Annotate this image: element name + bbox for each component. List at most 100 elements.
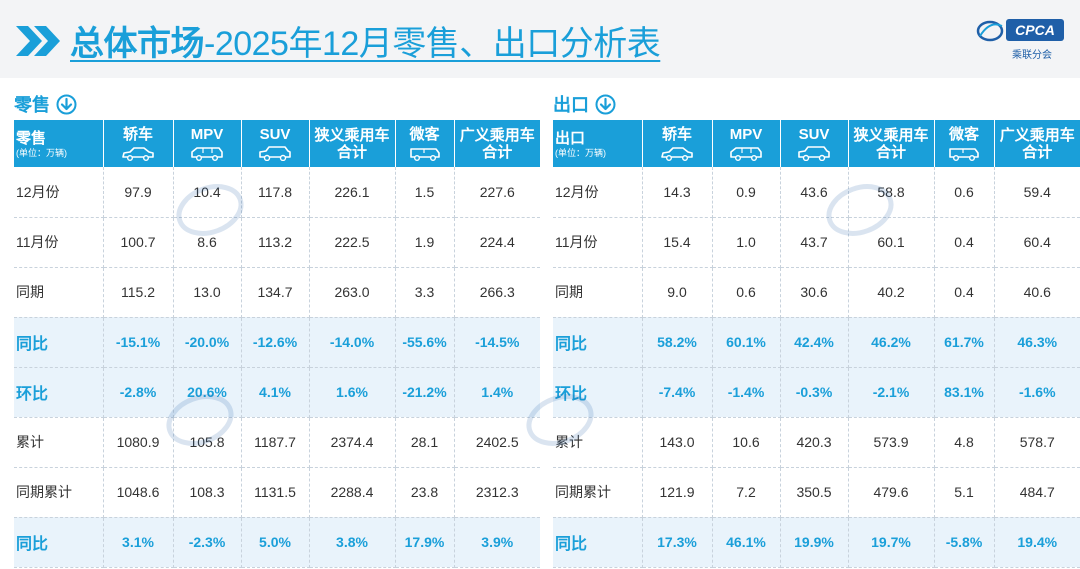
export-panel: 出口 出口 (单位：万辆) 轿车 MPV SUV 狭义乘用车 合计 微客 广义乘用车 合计 12月… xyxy=(553,88,1080,568)
table-cell: 61.7% xyxy=(934,317,995,368)
row-label: 11月份 xyxy=(553,217,643,268)
table-row: 同比 58.2% 60.1% 42.4% 46.2% 61.7% 46.3% xyxy=(553,317,1080,368)
table-cell: 1.9 xyxy=(395,217,455,268)
column-header-text: 合计 xyxy=(336,143,367,161)
row-label: 同期累计 xyxy=(553,467,643,518)
table-cell: 40.2 xyxy=(848,267,935,318)
table-cell: 42.4% xyxy=(780,317,849,368)
table-cell: 15.4 xyxy=(642,217,713,268)
table-cell: 4.8 xyxy=(934,417,995,468)
mpv-icon xyxy=(191,147,223,161)
column-header-text: 微客 xyxy=(948,126,979,143)
column-header-text: 微客 xyxy=(409,126,440,143)
double-chevron-icon xyxy=(16,26,60,56)
table-cell: 5.1 xyxy=(934,467,995,518)
table-cell: 224.4 xyxy=(454,217,540,268)
retail-corner-header: 零售 (单位：万辆) xyxy=(14,120,104,167)
table-cell: 0.6 xyxy=(712,267,781,318)
table-cell: 58.2% xyxy=(642,317,713,368)
column-header: 狭义乘用车 合计 xyxy=(848,120,935,167)
table-cell: 10.4 xyxy=(173,167,242,218)
table-cell: -2.3% xyxy=(173,517,242,568)
minivan-icon xyxy=(409,148,440,161)
table-cell: -14.5% xyxy=(454,317,540,368)
table-cell: 113.2 xyxy=(241,217,310,268)
table-cell: 7.2 xyxy=(712,467,781,518)
suv-icon xyxy=(259,146,291,161)
row-label: 环比 xyxy=(14,367,104,418)
column-header-text: SUV xyxy=(259,126,291,143)
table-cell: 484.7 xyxy=(994,467,1080,518)
table-cell: 1187.7 xyxy=(241,417,310,468)
export-corner-header: 出口 (单位：万辆) xyxy=(553,120,643,167)
table-cell: 23.8 xyxy=(395,467,455,518)
table-cell: 263.0 xyxy=(309,267,396,318)
table-cell: 0.4 xyxy=(934,267,995,318)
retail-corner-title: 零售 xyxy=(16,129,47,147)
table-cell: 115.2 xyxy=(103,267,174,318)
table-cell: 10.6 xyxy=(712,417,781,468)
table-cell: 19.4% xyxy=(994,517,1080,568)
table-cell: 1.5 xyxy=(395,167,455,218)
table-cell: 40.6 xyxy=(994,267,1080,318)
table-cell: -5.8% xyxy=(934,517,995,568)
table-row: 同比 17.3% 46.1% 19.9% 19.7% -5.8% 19.4% xyxy=(553,517,1080,568)
logo-text: CPCA xyxy=(1015,22,1055,38)
table-cell: -2.8% xyxy=(103,367,174,418)
retail-section-label: 零售 xyxy=(14,88,540,120)
table-cell: 0.4 xyxy=(934,217,995,268)
row-label: 环比 xyxy=(553,367,643,418)
table-row: 11月份 15.4 1.0 43.7 60.1 0.4 60.4 xyxy=(553,217,1080,268)
retail-panel: 零售 零售 (单位：万辆) 轿车 MPV SUV 狭义乘用车 合计 微客 广义乘用车 合计 12月… xyxy=(14,88,540,568)
column-header-text: MPV xyxy=(190,126,224,143)
table-cell: 479.6 xyxy=(848,467,935,518)
column-header-text: SUV xyxy=(798,126,830,143)
table-row: 同期 9.0 0.6 30.6 40.2 0.4 40.6 xyxy=(553,267,1080,318)
table-cell: -1.4% xyxy=(712,367,781,418)
table-cell: -21.2% xyxy=(395,367,455,418)
table-cell: 108.3 xyxy=(173,467,242,518)
table-cell: 83.1% xyxy=(934,367,995,418)
row-label: 同期累计 xyxy=(14,467,104,518)
table-cell: 1.0 xyxy=(712,217,781,268)
table-cell: 117.8 xyxy=(241,167,310,218)
row-label: 同期 xyxy=(553,267,643,318)
column-header-text: 合计 xyxy=(875,143,906,161)
table-cell: 1.4% xyxy=(454,367,540,418)
table-cell: 46.1% xyxy=(712,517,781,568)
table-cell: 13.0 xyxy=(173,267,242,318)
mpv-icon xyxy=(730,147,762,161)
column-header: MPV xyxy=(712,120,781,167)
row-label: 累计 xyxy=(553,417,643,468)
table-cell: 97.9 xyxy=(103,167,174,218)
table-cell: 30.6 xyxy=(780,267,849,318)
table-row: 同期累计 1048.6 108.3 1131.5 2288.4 23.8 2312.3 xyxy=(14,467,540,518)
table-cell: 573.9 xyxy=(848,417,935,468)
sedan-icon xyxy=(122,147,154,161)
table-cell: 60.1 xyxy=(848,217,935,268)
row-label: 同比 xyxy=(14,317,104,368)
table-cell: 226.1 xyxy=(309,167,396,218)
table-cell: 58.8 xyxy=(848,167,935,218)
export-table: 出口 (单位：万辆) 轿车 MPV SUV 狭义乘用车 合计 微客 广义乘用车 合计 12月份 14… xyxy=(553,120,1080,568)
row-label: 12月份 xyxy=(553,167,643,218)
table-row: 11月份 100.7 8.6 113.2 222.5 1.9 224.4 xyxy=(14,217,540,268)
table-cell: -14.0% xyxy=(309,317,396,368)
arrow-down-circle-icon xyxy=(595,94,616,114)
table-cell: 578.7 xyxy=(994,417,1080,468)
table-cell: 5.0% xyxy=(241,517,310,568)
table-row: 环比 -2.8% 20.6% 4.1% 1.6% -21.2% 1.4% xyxy=(14,367,540,418)
column-header: 广义乘用车 合计 xyxy=(454,120,540,167)
table-cell: 1080.9 xyxy=(103,417,174,468)
table-cell: 266.3 xyxy=(454,267,540,318)
table-cell: 222.5 xyxy=(309,217,396,268)
table-cell: 43.7 xyxy=(780,217,849,268)
column-header: SUV xyxy=(780,120,849,167)
table-cell: 3.1% xyxy=(103,517,174,568)
sedan-icon xyxy=(661,147,693,161)
table-cell: -7.4% xyxy=(642,367,713,418)
table-cell: -20.0% xyxy=(173,317,242,368)
table-cell: 2374.4 xyxy=(309,417,396,468)
table-cell: 1048.6 xyxy=(103,467,174,518)
retail-table: 零售 (单位：万辆) 轿车 MPV SUV 狭义乘用车 合计 微客 广义乘用车 合计 12月份 97… xyxy=(14,120,540,568)
